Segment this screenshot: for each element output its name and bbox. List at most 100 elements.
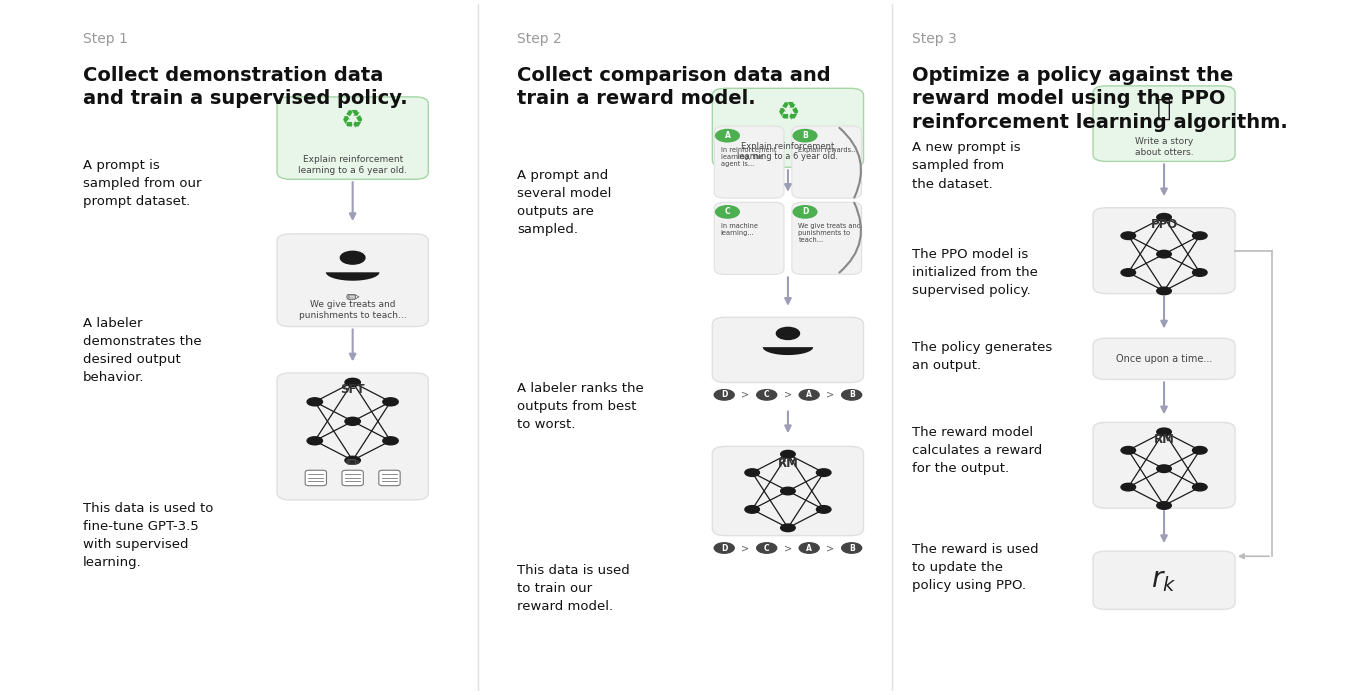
Circle shape	[714, 390, 734, 400]
FancyBboxPatch shape	[792, 126, 862, 198]
Circle shape	[1192, 483, 1207, 491]
Text: Explain rewards...: Explain rewards...	[799, 147, 858, 153]
Circle shape	[793, 206, 817, 218]
Text: Write a story
about otters.: Write a story about otters.	[1134, 138, 1193, 157]
Text: C: C	[725, 207, 730, 216]
Text: A labeler
demonstrates the
desired output
behavior.: A labeler demonstrates the desired outpu…	[84, 317, 201, 384]
Circle shape	[1156, 250, 1171, 258]
Text: The PPO model is
initialized from the
supervised policy.: The PPO model is initialized from the su…	[911, 248, 1037, 297]
Circle shape	[781, 450, 795, 458]
Text: The policy generates
an output.: The policy generates an output.	[911, 341, 1052, 372]
Text: C: C	[764, 543, 770, 553]
Circle shape	[756, 543, 777, 553]
Text: >: >	[741, 543, 749, 553]
Text: Collect demonstration data
and train a supervised policy.: Collect demonstration data and train a s…	[84, 66, 408, 108]
Circle shape	[1156, 287, 1171, 295]
FancyBboxPatch shape	[714, 126, 784, 198]
Circle shape	[345, 417, 360, 425]
Text: Explain reinforcement
learning to a 6 year old.: Explain reinforcement learning to a 6 ye…	[737, 142, 838, 161]
Circle shape	[307, 398, 322, 406]
Circle shape	[307, 436, 322, 445]
Circle shape	[715, 129, 740, 142]
FancyBboxPatch shape	[1093, 423, 1236, 508]
Circle shape	[793, 129, 817, 142]
FancyBboxPatch shape	[1093, 338, 1236, 379]
Circle shape	[817, 469, 832, 476]
Text: >: >	[741, 390, 749, 400]
Text: A labeler ranks the
outputs from best
to worst.: A labeler ranks the outputs from best to…	[516, 382, 644, 431]
Circle shape	[715, 206, 740, 218]
Circle shape	[345, 378, 360, 386]
Text: A prompt and
several model
outputs are
sampled.: A prompt and several model outputs are s…	[516, 169, 611, 236]
FancyBboxPatch shape	[712, 318, 863, 382]
Text: In machine
learning...: In machine learning...	[721, 223, 758, 236]
Polygon shape	[326, 272, 379, 281]
Text: A: A	[806, 391, 812, 400]
Text: Collect comparison data and
train a reward model.: Collect comparison data and train a rewa…	[516, 66, 830, 108]
Circle shape	[340, 252, 364, 264]
FancyBboxPatch shape	[1093, 208, 1236, 293]
Text: RM: RM	[1154, 433, 1174, 445]
Circle shape	[1156, 465, 1171, 473]
Circle shape	[799, 543, 819, 553]
Circle shape	[799, 390, 819, 400]
Text: >: >	[784, 390, 792, 400]
Circle shape	[1156, 502, 1171, 509]
Circle shape	[1192, 446, 1207, 454]
Circle shape	[1156, 213, 1171, 221]
Text: C: C	[764, 391, 770, 400]
Circle shape	[817, 506, 832, 513]
Text: We give treats and
punishments to teach...: We give treats and punishments to teach.…	[299, 300, 407, 320]
Text: Optimize a policy against the
reward model using the PPO
reinforcement learning : Optimize a policy against the reward mod…	[911, 66, 1288, 132]
Circle shape	[1121, 446, 1136, 454]
Text: D: D	[721, 543, 727, 553]
Text: >: >	[826, 390, 834, 400]
Text: Step 2: Step 2	[516, 32, 562, 46]
Text: A new prompt is
sampled from
the dataset.: A new prompt is sampled from the dataset…	[911, 142, 1021, 190]
FancyBboxPatch shape	[277, 97, 429, 179]
Circle shape	[1121, 232, 1136, 240]
Text: D: D	[721, 391, 727, 400]
Circle shape	[1121, 269, 1136, 277]
Text: A prompt is
sampled from our
prompt dataset.: A prompt is sampled from our prompt data…	[84, 158, 201, 208]
Text: This data is used
to train our
reward model.: This data is used to train our reward mo…	[516, 564, 630, 613]
Text: Step 1: Step 1	[84, 32, 127, 46]
Circle shape	[1121, 483, 1136, 491]
FancyBboxPatch shape	[277, 373, 429, 500]
FancyBboxPatch shape	[306, 471, 326, 486]
Text: The reward model
calculates a reward
for the output.: The reward model calculates a reward for…	[911, 427, 1041, 475]
Text: ♻: ♻	[777, 99, 800, 126]
Text: Step 3: Step 3	[911, 32, 956, 46]
Text: 🦕: 🦕	[1158, 97, 1171, 120]
Text: In reinforcement
learning, the
agent is...: In reinforcement learning, the agent is.…	[721, 147, 777, 167]
Text: This data is used to
fine-tune GPT-3.5
with supervised
learning.: This data is used to fine-tune GPT-3.5 w…	[84, 502, 214, 569]
Circle shape	[714, 543, 734, 553]
FancyBboxPatch shape	[712, 88, 863, 167]
Text: A: A	[725, 131, 730, 140]
Circle shape	[1192, 269, 1207, 277]
Text: We give treats and
punishments to
teach...: We give treats and punishments to teach.…	[799, 223, 862, 243]
FancyBboxPatch shape	[714, 202, 784, 275]
Text: D: D	[801, 207, 808, 216]
Text: $r_k$: $r_k$	[1151, 566, 1177, 594]
Text: Explain reinforcement
learning to a 6 year old.: Explain reinforcement learning to a 6 ye…	[299, 155, 407, 175]
Circle shape	[1192, 232, 1207, 240]
Text: B: B	[849, 543, 855, 553]
Text: ✏: ✏	[345, 288, 359, 306]
Circle shape	[1156, 428, 1171, 436]
FancyBboxPatch shape	[379, 471, 400, 486]
Text: RM: RM	[778, 457, 799, 470]
Circle shape	[382, 436, 399, 445]
Circle shape	[781, 524, 795, 532]
Circle shape	[841, 390, 862, 400]
Text: SFT: SFT	[340, 383, 364, 396]
Text: A: A	[806, 543, 812, 553]
Circle shape	[745, 506, 759, 513]
Circle shape	[841, 543, 862, 553]
Circle shape	[781, 487, 795, 495]
FancyBboxPatch shape	[1093, 551, 1236, 610]
FancyBboxPatch shape	[712, 446, 863, 536]
Circle shape	[777, 327, 800, 339]
Circle shape	[382, 398, 399, 406]
Text: B: B	[803, 131, 808, 140]
